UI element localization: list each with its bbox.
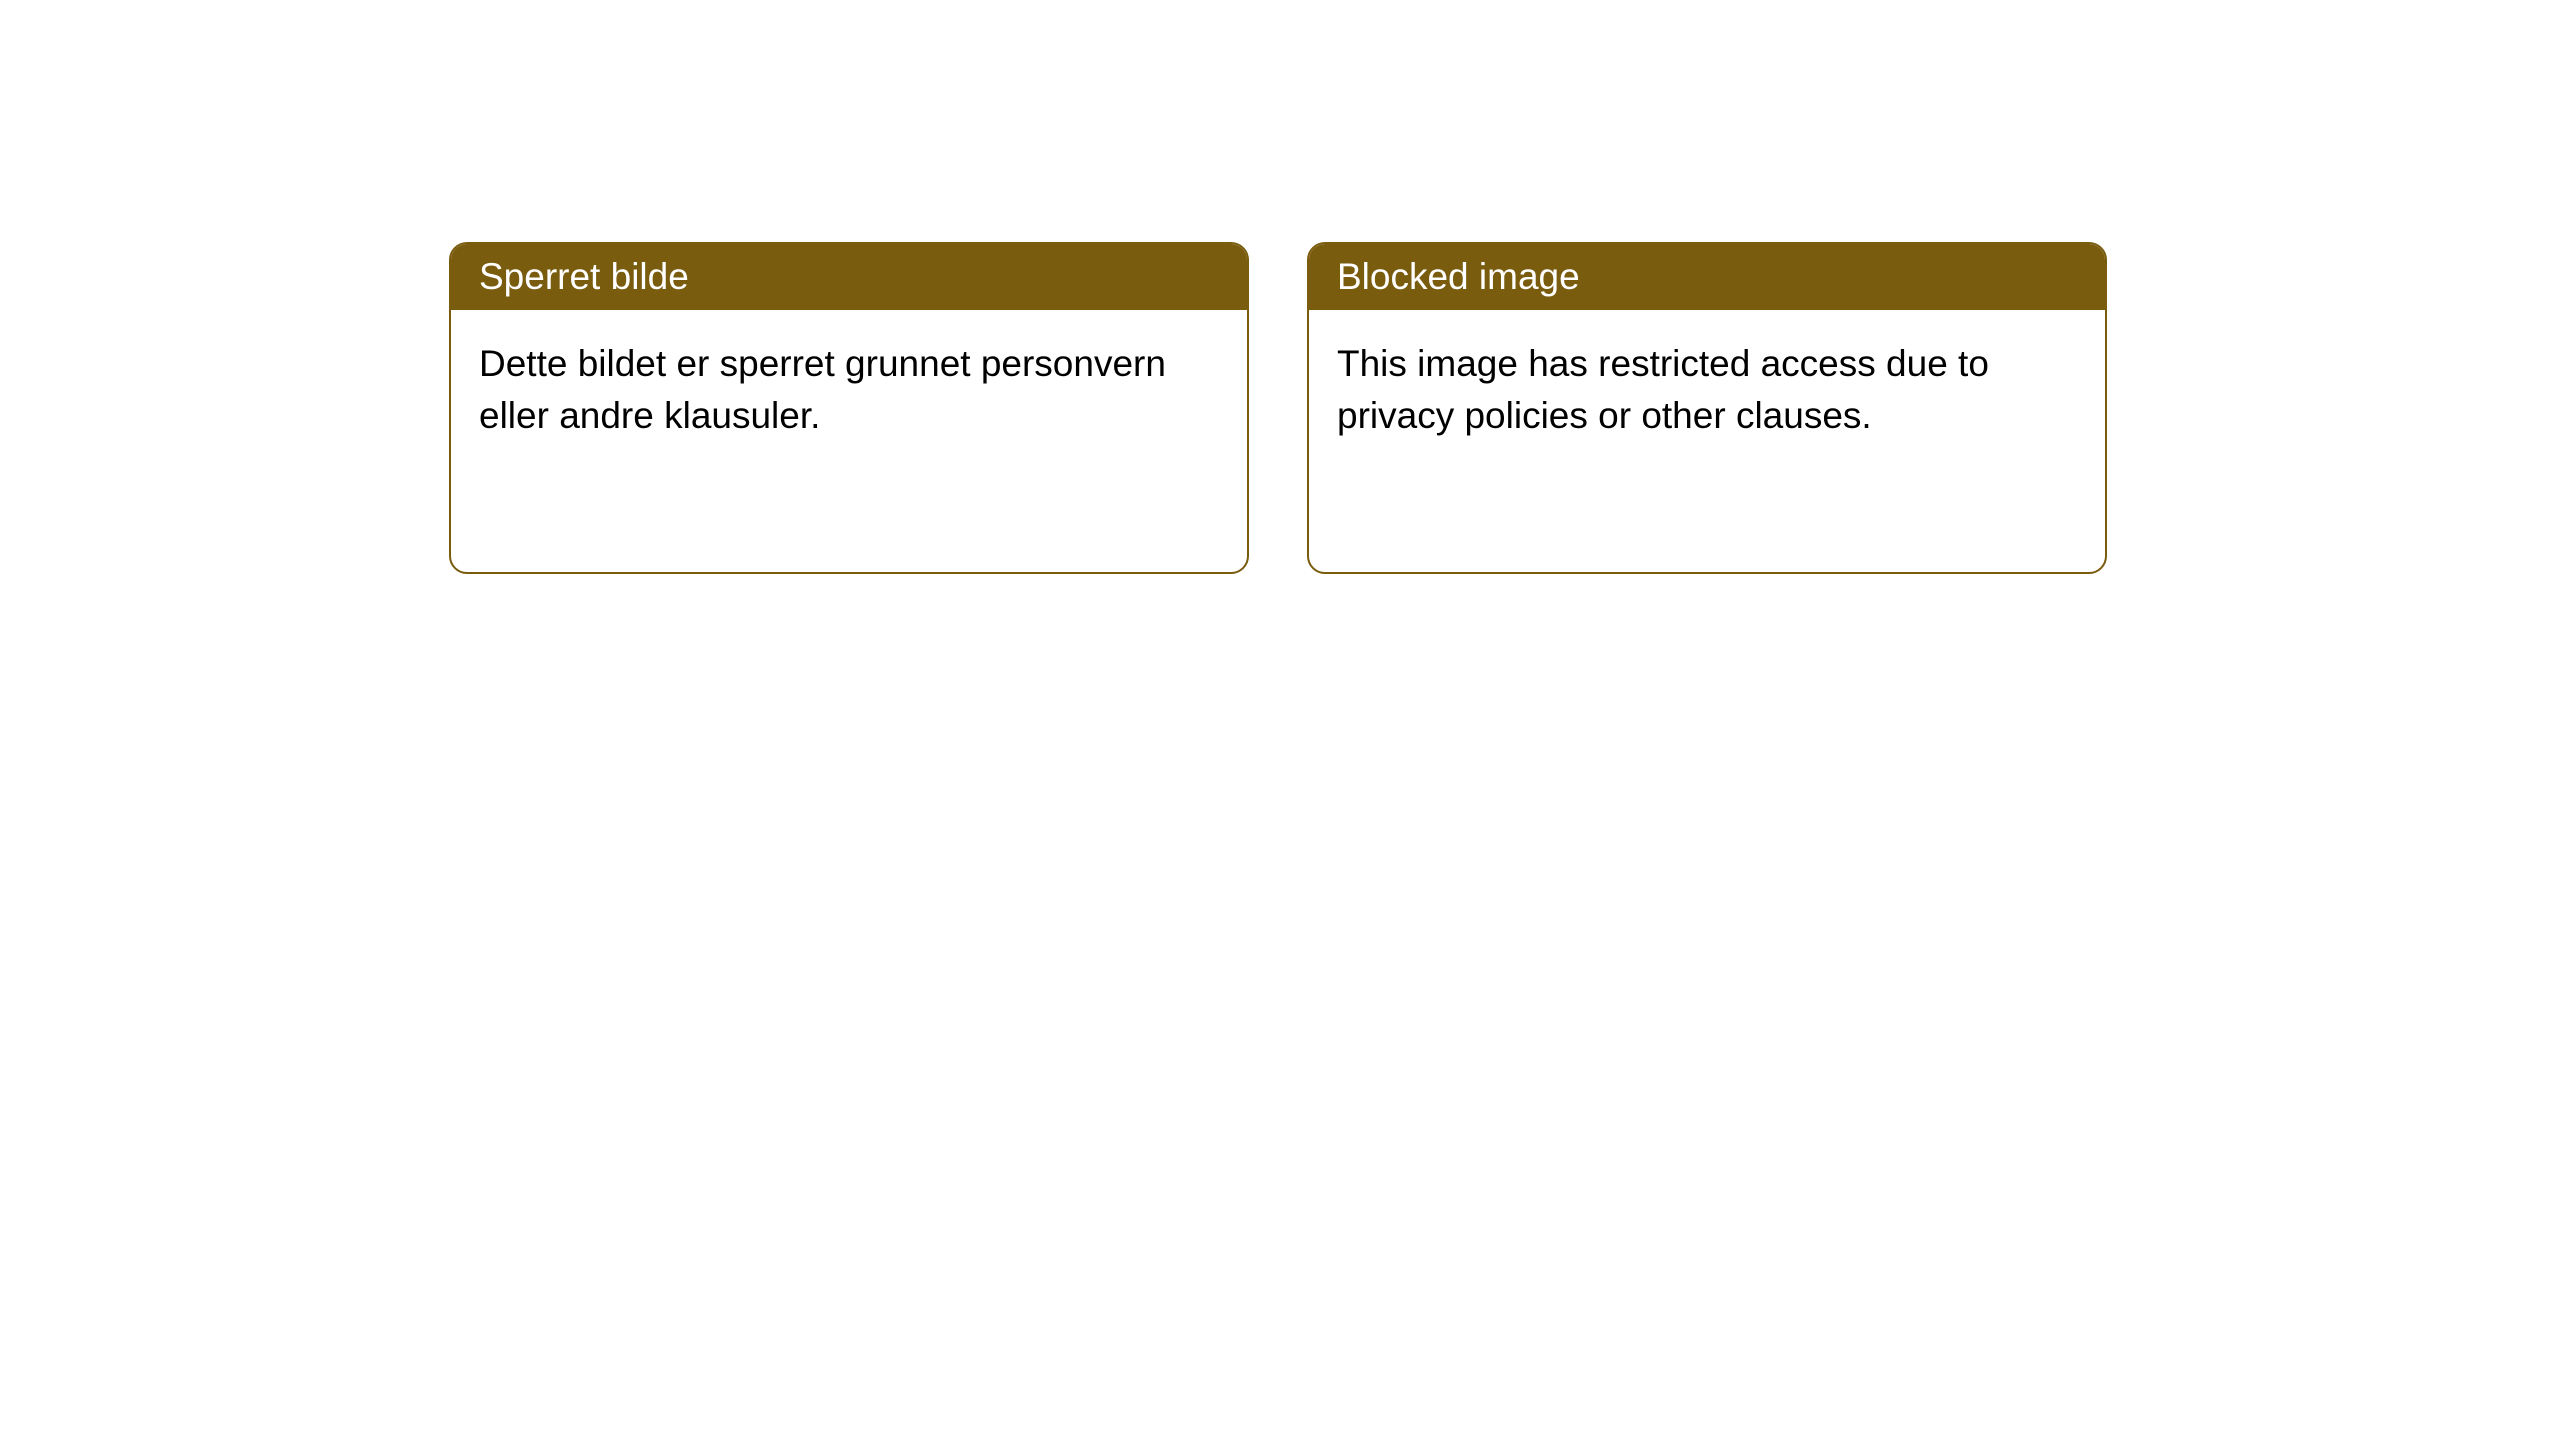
card-body: This image has restricted access due to …: [1309, 310, 2105, 470]
card-body: Dette bildet er sperret grunnet personve…: [451, 310, 1247, 470]
card-body-text: Dette bildet er sperret grunnet personve…: [479, 343, 1166, 436]
card-header: Blocked image: [1309, 244, 2105, 310]
card-title: Sperret bilde: [479, 256, 689, 297]
notice-cards-container: Sperret bilde Dette bildet er sperret gr…: [449, 242, 2107, 574]
card-body-text: This image has restricted access due to …: [1337, 343, 1989, 436]
notice-card-english: Blocked image This image has restricted …: [1307, 242, 2107, 574]
card-header: Sperret bilde: [451, 244, 1247, 310]
notice-card-norwegian: Sperret bilde Dette bildet er sperret gr…: [449, 242, 1249, 574]
card-title: Blocked image: [1337, 256, 1580, 297]
